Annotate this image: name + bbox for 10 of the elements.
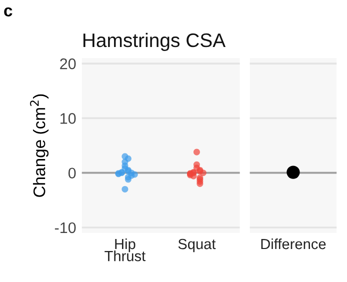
y-tick-label: 20 xyxy=(60,58,76,70)
x-tick-label: Squat xyxy=(178,238,216,252)
y-tick-label: 0 xyxy=(68,168,76,179)
y-axis-title: Change (cm$^{2}$) xyxy=(30,94,49,197)
x-tick-label: Hip Thrust xyxy=(104,238,146,262)
y-tick-label: -10 xyxy=(54,222,76,234)
x-tick-label: Difference xyxy=(261,238,326,250)
y-tick-label: 10 xyxy=(60,113,76,124)
chart-title: Hamstrings CSA xyxy=(83,32,226,52)
text: c xyxy=(4,7,12,16)
